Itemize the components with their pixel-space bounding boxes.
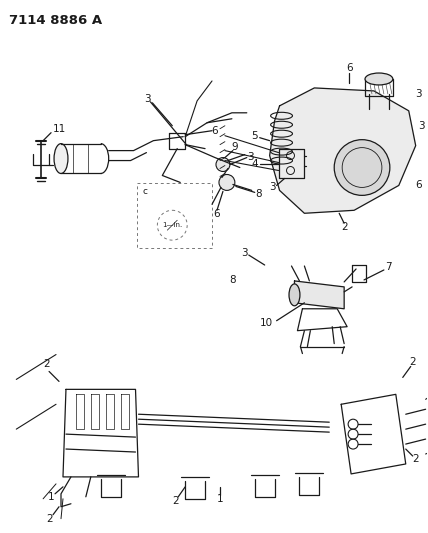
- Text: 10: 10: [260, 318, 273, 328]
- Text: 6: 6: [214, 209, 220, 219]
- Text: 2: 2: [172, 496, 178, 506]
- Bar: [137, 183, 212, 248]
- Text: 3: 3: [144, 94, 151, 104]
- Text: 2: 2: [410, 357, 416, 367]
- Text: 2: 2: [46, 514, 52, 524]
- Text: 8: 8: [256, 189, 262, 199]
- Text: 2: 2: [412, 454, 419, 464]
- Text: 9: 9: [232, 142, 238, 151]
- Text: 2: 2: [341, 222, 348, 232]
- Text: 1: 1: [48, 492, 54, 502]
- Text: 7114 8886 A: 7114 8886 A: [9, 14, 102, 27]
- Text: 6: 6: [415, 181, 422, 190]
- Polygon shape: [270, 88, 416, 213]
- Text: 3: 3: [247, 151, 254, 161]
- Text: 4: 4: [251, 158, 258, 168]
- Text: 1: 1: [217, 494, 223, 504]
- Text: 3: 3: [415, 89, 422, 99]
- Text: 3: 3: [241, 248, 248, 258]
- Text: c: c: [143, 187, 148, 196]
- Text: 1—in.: 1—in.: [162, 222, 182, 228]
- Ellipse shape: [289, 284, 300, 306]
- Text: 3: 3: [418, 121, 425, 131]
- Polygon shape: [294, 281, 344, 309]
- Text: 8: 8: [229, 275, 236, 285]
- Ellipse shape: [365, 73, 393, 85]
- Circle shape: [219, 174, 235, 190]
- Text: 7: 7: [386, 262, 392, 272]
- Text: 6: 6: [212, 126, 218, 136]
- Text: 6: 6: [346, 63, 352, 73]
- Circle shape: [216, 158, 230, 172]
- Text: 11: 11: [52, 124, 65, 134]
- Ellipse shape: [54, 144, 68, 173]
- Text: 5: 5: [251, 131, 258, 141]
- Text: 2: 2: [43, 359, 49, 369]
- Circle shape: [334, 140, 390, 196]
- Text: 3: 3: [269, 182, 276, 192]
